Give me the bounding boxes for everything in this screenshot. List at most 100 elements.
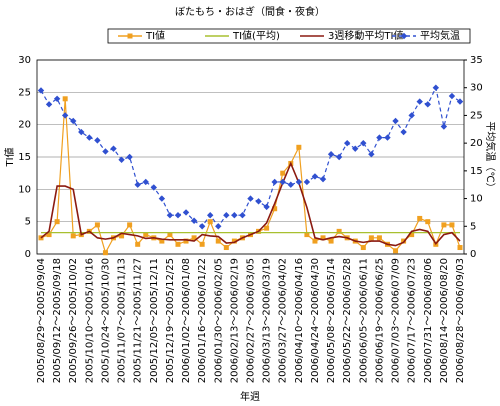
y-tick-label: 15 bbox=[18, 152, 31, 163]
y2-tick-label: 0 bbox=[470, 249, 476, 260]
point bbox=[280, 170, 286, 176]
point bbox=[182, 209, 190, 216]
point bbox=[279, 178, 286, 186]
x-tick-label: 2006/03/27～2006/04/02 bbox=[278, 258, 289, 383]
point bbox=[264, 225, 270, 231]
y2-tick-label: 25 bbox=[470, 110, 483, 121]
point bbox=[384, 134, 391, 141]
x-tick-label: 2005/10/24～2005/10/30 bbox=[100, 258, 111, 383]
x-tick-label: 2006/04/24～2006/04/30 bbox=[310, 258, 321, 383]
x-tick-label: 2005/12/19～2005/12/25 bbox=[165, 258, 176, 383]
x-tick-label: 2006/02/27～2006/03/05 bbox=[246, 258, 257, 383]
point bbox=[328, 238, 334, 244]
point bbox=[376, 134, 383, 141]
point bbox=[319, 175, 327, 183]
point bbox=[102, 250, 108, 256]
y-tick-label: 25 bbox=[18, 87, 31, 98]
x-tick-label: 2005/12/05～2005/12/11 bbox=[149, 258, 160, 383]
y-tick-label: 0 bbox=[25, 249, 31, 260]
point bbox=[143, 232, 149, 238]
x-tick-label: 2006/07/17～2006/07/23 bbox=[407, 258, 418, 383]
point bbox=[167, 232, 173, 238]
point bbox=[239, 212, 246, 219]
x-tick-label: 2006/07/31～2006/08/06 bbox=[423, 258, 434, 383]
point bbox=[311, 173, 319, 180]
point bbox=[343, 139, 351, 147]
point bbox=[166, 212, 174, 219]
point bbox=[255, 198, 262, 205]
point bbox=[118, 156, 125, 163]
point bbox=[425, 219, 431, 225]
point bbox=[215, 238, 221, 244]
point bbox=[448, 92, 456, 100]
point bbox=[191, 235, 197, 241]
point bbox=[432, 84, 440, 91]
point bbox=[376, 235, 382, 241]
point bbox=[37, 87, 45, 94]
x-tick-label: 2006/03/13～2006/03/19 bbox=[262, 258, 273, 383]
x-tick-label: 2006/05/22～2006/05/28 bbox=[342, 258, 353, 383]
point bbox=[247, 195, 254, 202]
point bbox=[352, 145, 359, 152]
x-tick-label: 2005/10/10～2005/10/16 bbox=[84, 258, 95, 383]
point bbox=[127, 222, 133, 228]
plot-frame bbox=[36, 59, 465, 255]
x-tick-label: 2005/11/21～2005/11/27 bbox=[133, 258, 144, 383]
y-tick-label: 5 bbox=[25, 217, 31, 228]
point bbox=[360, 139, 367, 147]
point bbox=[207, 212, 214, 219]
point bbox=[70, 117, 77, 125]
x-tick-label: 2006/01/30～2006/02/05 bbox=[213, 258, 224, 383]
point bbox=[320, 235, 326, 241]
point bbox=[183, 238, 189, 244]
point bbox=[175, 241, 181, 247]
point bbox=[45, 101, 53, 108]
point bbox=[296, 144, 302, 150]
point bbox=[198, 223, 206, 230]
point bbox=[134, 181, 141, 188]
point bbox=[223, 245, 229, 251]
point bbox=[272, 206, 278, 212]
y-tick-label: 20 bbox=[18, 120, 31, 131]
point bbox=[424, 101, 431, 108]
point bbox=[215, 223, 222, 230]
y2-tick-label: 10 bbox=[470, 194, 483, 205]
x-tick-label: 2006/01/02～2006/01/08 bbox=[181, 258, 192, 383]
x-tick-label: 2006/08/14～2006/08/20 bbox=[439, 258, 450, 383]
x-tick-label: 2006/06/19～2006/06/25 bbox=[374, 258, 385, 383]
point bbox=[158, 195, 166, 202]
y2-tick-label: 15 bbox=[470, 166, 483, 177]
x-tick-label: 2005/08/29～2005/09/04 bbox=[36, 258, 47, 383]
legend-label: TI値 bbox=[145, 29, 165, 42]
series-line bbox=[40, 161, 461, 247]
y-axis-label: TI値 bbox=[3, 147, 16, 167]
point bbox=[304, 232, 310, 238]
x-tick-label: 2006/08/28～2006/09/03 bbox=[455, 258, 466, 383]
x-tick-label: 2006/04/10～2006/04/16 bbox=[294, 258, 305, 383]
point bbox=[126, 153, 133, 161]
y2-tick-label: 35 bbox=[470, 55, 483, 66]
x-tick-label: 2006/02/13～2006/02/19 bbox=[229, 258, 240, 383]
legend-label: 3週移動平均TI値 bbox=[328, 29, 403, 42]
x-tick-label: 2006/05/08～2006/05/14 bbox=[326, 258, 337, 383]
point bbox=[392, 117, 399, 125]
y2-tick-label: 5 bbox=[470, 221, 476, 232]
point bbox=[441, 222, 447, 228]
point bbox=[78, 128, 85, 136]
point bbox=[312, 238, 318, 244]
point bbox=[417, 215, 423, 221]
point bbox=[287, 181, 294, 188]
y-tick-label: 30 bbox=[18, 55, 31, 66]
point bbox=[231, 212, 238, 219]
x-tick-label: 2006/06/05～2006/06/11 bbox=[358, 258, 369, 383]
point bbox=[408, 112, 415, 119]
x-tick-label: 2006/07/03～2006/07/09 bbox=[391, 258, 402, 383]
point bbox=[119, 233, 125, 239]
point bbox=[368, 235, 374, 241]
y2-tick-label: 20 bbox=[470, 138, 483, 149]
point bbox=[360, 245, 366, 251]
point bbox=[135, 241, 141, 247]
point bbox=[70, 233, 76, 239]
point bbox=[336, 228, 342, 234]
